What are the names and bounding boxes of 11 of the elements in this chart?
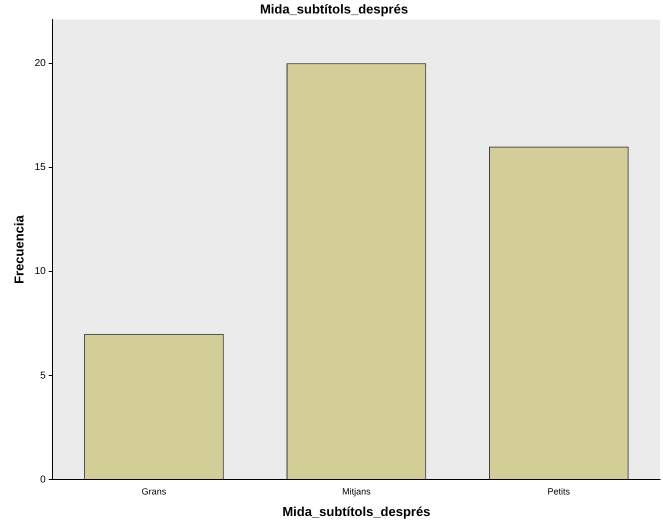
- y-tick-label: 5: [40, 370, 46, 382]
- chart-title: Mida_subtítols_després: [260, 1, 408, 16]
- x-tick-label: Mitjans: [342, 486, 372, 496]
- x-tick-label: Grans: [142, 486, 167, 496]
- y-tick-label: 15: [34, 162, 46, 174]
- y-tick-label: 0: [40, 474, 46, 486]
- y-tick-label: 10: [34, 266, 46, 278]
- y-axis-title: Frecuencia: [11, 214, 26, 284]
- y-tick-label: 20: [34, 58, 46, 70]
- x-tick-label: Petits: [548, 486, 571, 496]
- x-axis-title: Mida_subtítols_després: [282, 504, 430, 519]
